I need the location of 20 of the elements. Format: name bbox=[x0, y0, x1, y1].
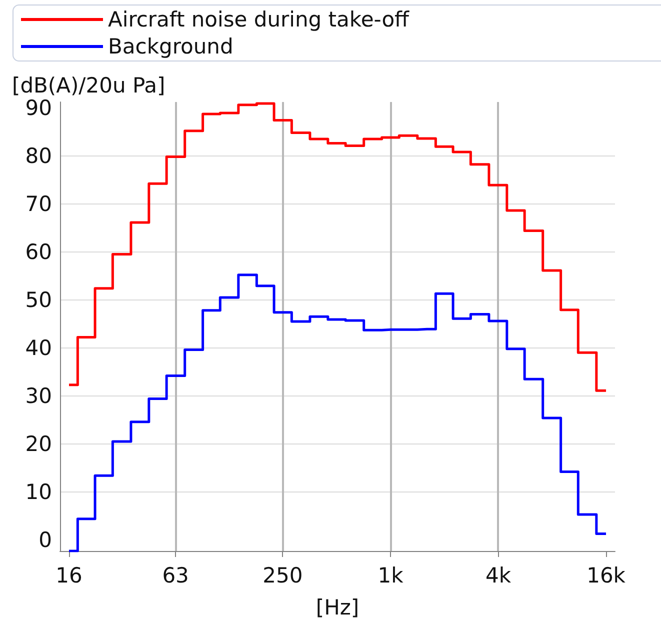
y-tick-label: 90 bbox=[25, 96, 52, 120]
y-tick-label: 30 bbox=[25, 384, 52, 408]
y-tick-label: 60 bbox=[25, 240, 52, 264]
y-tick-label: 10 bbox=[25, 480, 52, 504]
x-axis-title: [Hz] bbox=[316, 596, 360, 620]
y-tick-label: 40 bbox=[25, 336, 52, 360]
y-tick-label: 20 bbox=[25, 432, 52, 456]
y-tick-label: 50 bbox=[25, 288, 52, 312]
x-tick-label: 250 bbox=[262, 564, 303, 588]
x-tick-label: 63 bbox=[162, 564, 189, 588]
x-tick-label: 16k bbox=[586, 564, 626, 588]
legend-label: Background bbox=[108, 34, 234, 58]
x-tick-label: 4k bbox=[485, 564, 512, 588]
x-tick-label: 16 bbox=[56, 564, 82, 588]
legend-label: Aircraft noise during take-off bbox=[108, 8, 410, 32]
y-axis-title: [dB(A)/20u Pa] bbox=[12, 74, 166, 98]
x-tick-label: 1k bbox=[378, 564, 404, 588]
y-tick-label: 0 bbox=[38, 528, 52, 552]
y-tick-label: 80 bbox=[25, 144, 52, 168]
y-tick-label: 70 bbox=[25, 192, 52, 216]
